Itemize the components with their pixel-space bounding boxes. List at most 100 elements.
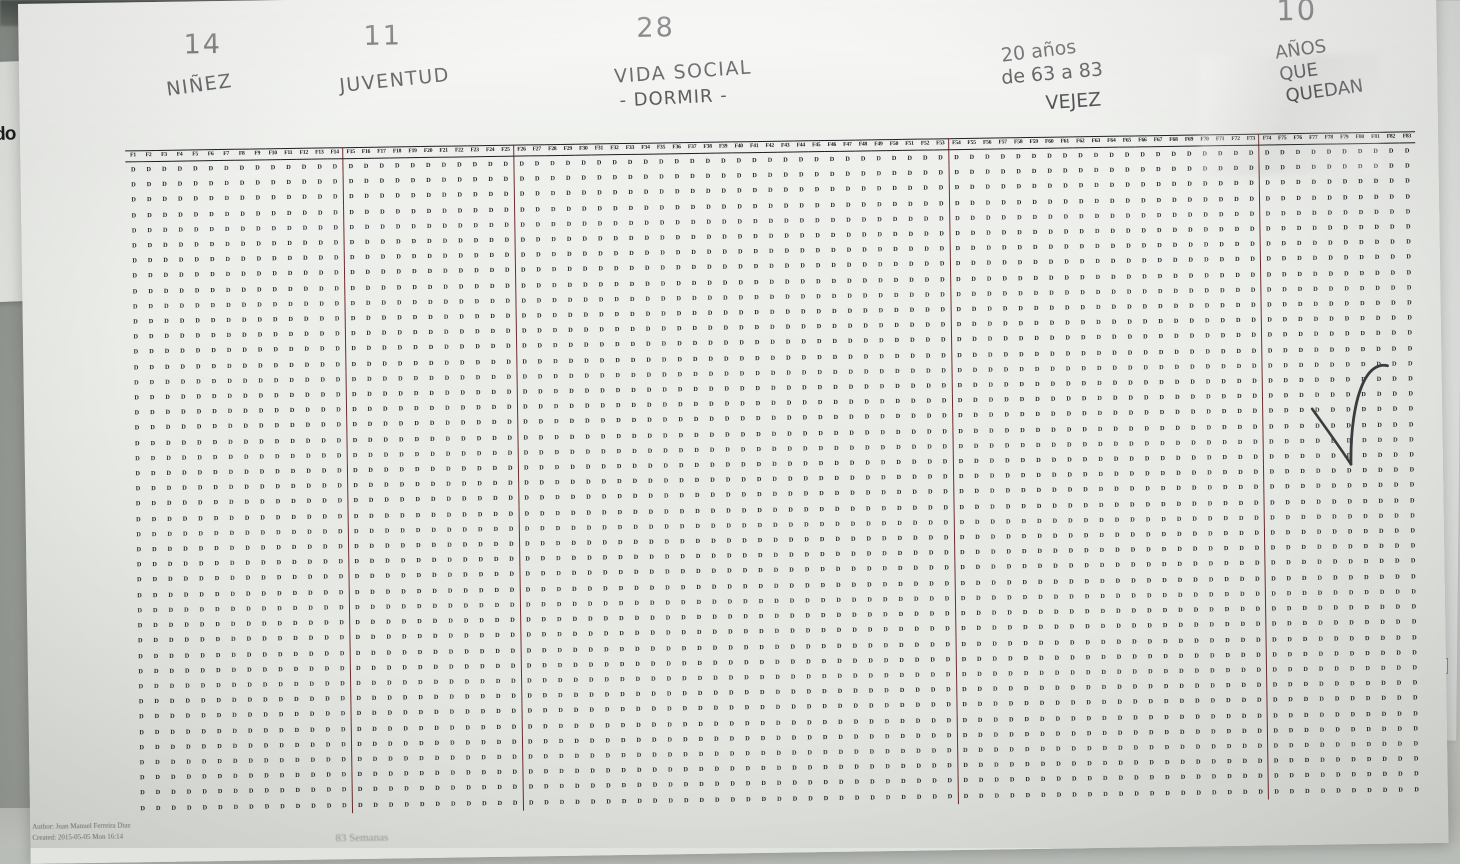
table-cell: D	[278, 681, 284, 689]
table-cell: D	[522, 342, 527, 350]
table-cell: D	[306, 482, 312, 491]
table-cell: D	[739, 339, 744, 347]
table-cell: D	[1047, 198, 1053, 206]
table-cell: D	[876, 185, 882, 193]
table-cell: D	[303, 254, 308, 263]
table-cell: D	[662, 401, 668, 409]
table-cell: D	[520, 236, 526, 244]
table-cell: D	[1247, 388, 1263, 405]
table-cell: D	[1017, 244, 1023, 252]
table-cell: D	[552, 342, 558, 350]
table-cell: D	[426, 207, 432, 215]
table-cell: D	[1148, 728, 1154, 737]
table-cell: D	[1245, 252, 1261, 268]
table-cell: D	[786, 369, 791, 377]
table-cell: D	[1096, 334, 1102, 342]
table-cell: D	[431, 526, 437, 534]
table-cell: D	[1345, 376, 1351, 384]
table-cell: D	[1141, 242, 1147, 250]
table-cell: D	[1271, 605, 1277, 613]
table-cell: D	[350, 284, 356, 292]
table-cell: D	[307, 574, 313, 582]
table-cell: D	[1189, 333, 1195, 341]
table-cell: D	[649, 599, 655, 607]
table-cell: D	[1223, 514, 1229, 523]
table-cell: D	[1147, 652, 1153, 661]
table-cell: D	[540, 525, 545, 533]
table-cell: D	[725, 491, 731, 500]
table-cell: D	[678, 416, 683, 424]
table-cell: D	[332, 539, 349, 555]
table-cell: D	[217, 788, 223, 796]
table-cell: D	[413, 344, 418, 352]
table-cell: D	[854, 763, 859, 771]
table-cell: D	[166, 439, 171, 447]
table-cell: D	[534, 175, 540, 183]
table-cell: D	[907, 154, 913, 162]
table-cell: D	[807, 749, 813, 757]
table-cell: D	[973, 397, 978, 405]
table-cell: D	[380, 268, 386, 277]
table-cell: D	[865, 459, 870, 467]
table-cell: D	[498, 187, 515, 203]
table-cell: D	[198, 514, 203, 523]
table-cell: D	[993, 746, 999, 754]
table-cell: D	[1071, 714, 1076, 722]
table-cell: D	[647, 417, 652, 425]
table-cell: D	[650, 614, 655, 622]
table-cell: D	[272, 301, 278, 309]
table-cell: D	[1008, 670, 1013, 678]
table-cell: D	[473, 237, 479, 245]
table-cell: D	[912, 519, 918, 527]
table-cell: D	[257, 316, 263, 324]
table-cell: D	[1363, 512, 1368, 520]
table-cell: D	[1265, 164, 1270, 172]
table-cell: D	[292, 574, 297, 582]
table-cell: D	[528, 783, 534, 791]
table-cell: D	[1223, 545, 1229, 553]
table-cell: D	[1008, 655, 1013, 663]
table-cell: D	[1359, 300, 1365, 308]
table-cell: D	[788, 506, 793, 514]
table-cell: D	[131, 181, 136, 189]
table-cell: D	[247, 666, 252, 674]
table-cell: D	[1394, 558, 1400, 566]
table-cell: D	[295, 802, 301, 810]
table-cell: D	[912, 489, 918, 497]
table-cell: D	[882, 596, 888, 604]
table-cell: D	[806, 688, 812, 696]
table-cell: D	[740, 446, 746, 454]
table-cell: D	[505, 627, 521, 644]
table-cell: D	[1187, 181, 1193, 189]
table-cell: D	[501, 354, 517, 370]
table-cell: D	[757, 521, 763, 529]
table-cell: D	[617, 539, 623, 547]
table-cell: D	[329, 311, 346, 327]
table-cell: D	[170, 758, 176, 766]
table-cell: D	[432, 633, 438, 641]
table-cell: D	[601, 463, 606, 471]
table-cell: D	[217, 742, 222, 750]
table-cell: D	[336, 752, 352, 768]
table-cell: D	[908, 215, 913, 223]
table-cell: D	[1025, 761, 1030, 769]
table-cell: D	[660, 295, 666, 303]
table-cell: D	[630, 326, 635, 334]
table-cell: D	[899, 702, 905, 710]
table-cell: D	[818, 414, 823, 422]
table-cell: D	[676, 310, 682, 318]
table-cell: D	[428, 329, 434, 337]
table-cell: D	[937, 439, 953, 455]
table-cell: D	[619, 645, 625, 653]
table-cell: D	[278, 665, 283, 673]
table-cell: D	[162, 226, 168, 234]
table-cell: D	[1019, 365, 1024, 374]
table-cell: D	[1391, 299, 1396, 307]
table-cell: D	[353, 482, 358, 490]
table-cell: D	[589, 691, 594, 699]
table-cell: D	[604, 706, 610, 714]
table-cell: D	[1346, 467, 1352, 475]
table-cell: D	[330, 372, 347, 388]
table-cell: D	[916, 747, 921, 755]
table-cell: D	[1179, 698, 1185, 706]
